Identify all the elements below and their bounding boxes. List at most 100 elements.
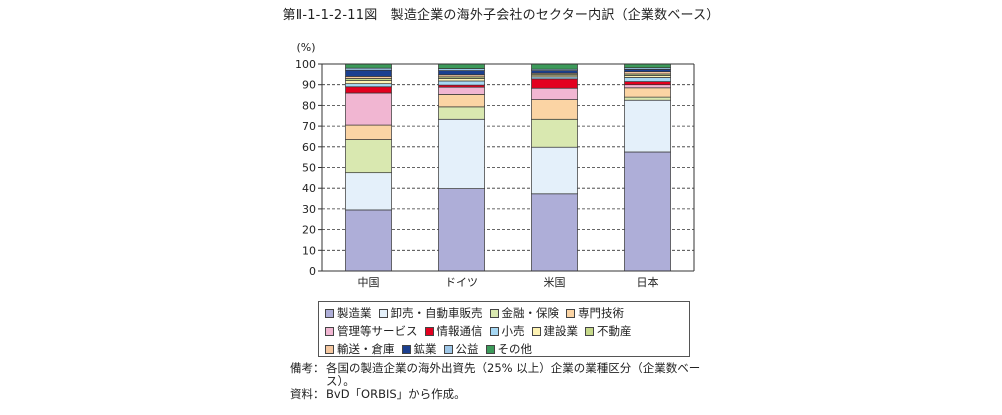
chart-title: 第Ⅱ-1-1-2-11図 製造企業の海外子会社のセクター内訳（企業数ベース） — [282, 8, 720, 23]
legend-swatch — [378, 308, 388, 318]
bar-segment — [438, 78, 485, 82]
legend-label: 不動産 — [597, 324, 632, 338]
legend-swatch — [585, 326, 594, 336]
bar-segment — [531, 78, 578, 89]
legend-row-2: 管理等サービス 情報通信 小売 建設業 不動産 — [325, 322, 689, 340]
legend-label: 小売 — [501, 324, 525, 338]
legend-item: 公益 — [443, 341, 479, 357]
legend-label: 卸売・自動車販売 — [390, 306, 483, 320]
legend-swatch — [401, 344, 411, 354]
legend-swatch — [489, 326, 499, 336]
legend-label: 管理等サービス — [337, 324, 418, 338]
x-category-label: ドイツ — [445, 276, 478, 289]
bar-segment — [624, 99, 671, 153]
bar-segment — [438, 106, 485, 120]
note-remarks: 備考： 各国の製造企業の海外出資先（25% 以上）企業の業種区分（企業数ベース）… — [290, 362, 726, 388]
legend-swatch — [325, 326, 334, 336]
bar-segment — [345, 69, 392, 77]
legend-swatch — [489, 308, 499, 318]
y-tick-label: 90 — [302, 79, 316, 92]
legend-swatch — [443, 344, 453, 354]
bar-segment — [345, 139, 392, 174]
legend-item: 管理等サービス — [325, 323, 418, 339]
bar-segment — [531, 63, 578, 70]
bar-segment — [345, 86, 392, 94]
note-source-text: BvD「ORBIS」から作成。 — [326, 387, 466, 401]
x-category-label: 中国 — [358, 276, 380, 289]
bar-segment — [438, 118, 485, 189]
bar-segment — [624, 84, 671, 89]
bar-segment — [438, 63, 485, 69]
bar-segment — [531, 70, 578, 74]
note-remarks-label: 備考： — [290, 361, 325, 375]
legend-label: 公益 — [455, 342, 479, 356]
bar-segment — [624, 87, 671, 98]
legend-label: 金融・保険 — [501, 306, 560, 320]
x-category-label: 日本 — [637, 275, 659, 289]
y-tick-label: 80 — [302, 99, 316, 112]
bar-segment — [531, 118, 578, 148]
bar-segment — [438, 70, 485, 76]
legend-item: 情報通信 — [424, 323, 483, 339]
bar-segment — [345, 63, 392, 69]
legend-item: その他 — [485, 341, 533, 357]
legend-swatch — [325, 308, 334, 318]
stacked-bar-chart: (%) 0 10 20 30 40 50 60 70 80 90 100 中国 ドイツ 米国 日本 — [295, 41, 695, 289]
note-remarks-text: 各国の製造企業の海外出資先（25% 以上）企業の業種区分（企業数ベース）。 — [326, 361, 701, 388]
legend-label: 鉱業 — [413, 342, 437, 356]
y-tick-label: 50 — [302, 162, 316, 175]
y-tick-label: 100 — [295, 58, 316, 71]
note-source: 資料： BvD「ORBIS」から作成。 — [290, 388, 726, 401]
legend-label: 製造業 — [337, 306, 372, 320]
bar-segment — [531, 99, 578, 120]
x-category-label: 米国 — [544, 276, 566, 289]
legend-item: 鉱業 — [401, 341, 437, 357]
legend-item: 専門技術 — [566, 305, 624, 321]
bar-segment — [531, 193, 578, 272]
legend-item: 建設業 — [531, 323, 579, 339]
bar-segment — [345, 172, 392, 211]
legend-item: 卸売・自動車販売 — [378, 305, 483, 321]
note-source-label: 資料： — [290, 387, 325, 401]
y-tick-label: 40 — [302, 182, 316, 195]
legend-item: 製造業 — [325, 305, 372, 321]
bar-segment — [438, 80, 485, 86]
bar-segment — [345, 83, 392, 88]
y-tick-label: 0 — [309, 265, 316, 278]
y-tick-label: 20 — [302, 224, 316, 237]
y-axis-unit-label: (%) — [296, 41, 315, 54]
legend-label: 情報通信 — [436, 324, 483, 338]
bar-segment — [345, 92, 392, 126]
legend-label: 建設業 — [543, 324, 579, 338]
y-tick-label: 30 — [302, 203, 316, 216]
bar-segment — [624, 96, 671, 101]
bar-segment — [531, 87, 578, 100]
bar-segment — [438, 94, 485, 108]
legend-swatch — [566, 308, 575, 318]
legend-item: 金融・保険 — [489, 305, 560, 321]
legend-swatch — [531, 326, 541, 336]
bar-segment — [345, 80, 392, 85]
bar-segment — [624, 151, 671, 272]
legend-swatch — [485, 344, 495, 354]
bar-segment — [624, 63, 671, 69]
legend-swatch — [424, 326, 434, 336]
bar-segment — [345, 209, 392, 272]
y-tick-label: 60 — [302, 141, 316, 154]
bar-segment — [624, 77, 671, 82]
legend-item: 小売 — [489, 323, 525, 339]
bar-segment — [531, 146, 578, 195]
legend-label: 専門技術 — [578, 306, 624, 320]
legend-item: 不動産 — [585, 323, 632, 339]
y-tick-label: 70 — [302, 120, 316, 133]
y-tick-label: 10 — [302, 244, 316, 257]
legend-row-1: 製造業 卸売・自動車販売 金融・保険 専門技術 — [325, 304, 689, 322]
legend-item: 輸送・倉庫 — [325, 341, 395, 357]
legend-label: 輸送・倉庫 — [337, 342, 395, 356]
legend-label: その他 — [497, 342, 533, 356]
notes: 備考： 各国の製造企業の海外出資先（25% 以上）企業の業種区分（企業数ベース）… — [290, 362, 726, 401]
legend-swatch — [325, 344, 334, 354]
bar-segment — [438, 188, 485, 272]
legend: 製造業 卸売・自動車販売 金融・保険 専門技術 管理等サービス 情報通信 小売 建設業 不動産… — [318, 301, 690, 357]
bar-segment — [438, 86, 485, 95]
